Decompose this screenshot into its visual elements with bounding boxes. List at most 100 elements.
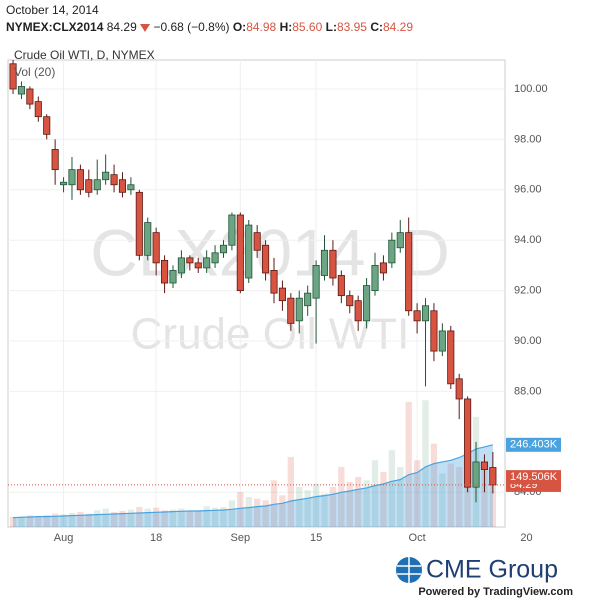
candle-body <box>127 184 135 191</box>
volume-bar <box>144 508 151 527</box>
volume-bar <box>26 515 34 527</box>
candle-body <box>93 179 101 191</box>
watermark: CLX2014, D Crude Oil WTI <box>90 215 450 358</box>
volume-bar <box>481 466 488 527</box>
candle-body <box>304 292 312 307</box>
candle-body <box>76 169 84 191</box>
volume-bar <box>287 456 294 527</box>
x-tick-label: 20 <box>520 532 532 544</box>
ohlc-value: 84.98 <box>246 20 277 34</box>
volume-bar <box>279 495 286 527</box>
volume-bar <box>85 513 92 527</box>
volume-bar <box>136 506 143 527</box>
plot-frame <box>7 59 506 528</box>
ohlc-value: 83.95 <box>336 20 367 34</box>
volume-bar <box>186 510 193 527</box>
volume-bar <box>228 500 236 527</box>
volume-bar <box>220 506 227 527</box>
logo: CME Group <box>426 556 558 584</box>
candle-body <box>144 222 152 256</box>
volume-last-label: 149.506K <box>510 471 558 483</box>
candle-body <box>354 300 362 322</box>
volume-bar <box>169 509 177 527</box>
candle-body <box>320 249 329 276</box>
volume-bar <box>329 486 337 527</box>
volume-bar <box>18 516 25 527</box>
x-tick-label: 18 <box>150 532 162 544</box>
ohlc-label: O: <box>232 20 247 34</box>
change: −0.68 (−0.8%) <box>153 20 230 34</box>
volume-bar <box>397 466 404 527</box>
candle-body <box>177 257 185 274</box>
candle-body <box>413 310 421 322</box>
last-price-label: 84.29 <box>510 479 538 491</box>
candle-body <box>396 232 404 249</box>
candle-body <box>85 179 93 193</box>
y-tick-label: 88.00 <box>514 385 542 397</box>
candle-body <box>228 214 236 246</box>
candle-body <box>346 295 354 307</box>
candle-body <box>60 181 68 186</box>
volume-bar <box>456 466 463 527</box>
volume-bar <box>430 443 438 527</box>
candle-body <box>337 275 345 297</box>
candle-body <box>379 262 387 274</box>
volume-title: Vol (20) <box>14 65 55 79</box>
volume-bar <box>439 473 446 527</box>
volume-bar <box>321 493 328 527</box>
volume-bar <box>68 512 76 527</box>
candle-body <box>26 88 34 105</box>
volume-bar <box>43 514 50 527</box>
header: October 14, 2014 NYMEX:CLX2014 84.29 −0.… <box>6 2 413 36</box>
y-tick-label: 92.00 <box>514 285 542 297</box>
x-tick-label: Oct <box>409 532 426 544</box>
ohlc-label: L: <box>325 20 337 34</box>
volume-last-label-box <box>506 470 561 485</box>
candle-body <box>110 174 118 186</box>
candle-body <box>51 149 59 171</box>
candle-body <box>455 378 463 400</box>
volume-bar <box>51 513 59 527</box>
y-tick-label: 84.00 <box>514 486 542 498</box>
candle-body <box>405 232 413 312</box>
quote-line: NYMEX:CLX2014 84.29 −0.68 (−0.8%) O:84.9… <box>6 19 413 36</box>
volume-bar <box>489 477 497 527</box>
volume-bar <box>296 486 303 527</box>
candle-body <box>211 252 219 264</box>
plot <box>8 60 505 527</box>
candle-body <box>430 310 438 352</box>
volume-ma-line <box>13 444 494 519</box>
candle-body <box>371 264 379 292</box>
candle-body <box>194 262 202 269</box>
volume-bar <box>77 511 84 527</box>
volume-bar <box>371 460 379 527</box>
x-tick-label: Aug <box>54 532 74 544</box>
candle-body <box>43 116 51 135</box>
ohlc-value: 84.29 <box>382 20 414 34</box>
candle-body <box>363 285 371 322</box>
ohlc-label: H: <box>279 20 293 34</box>
volume-bar <box>211 507 219 527</box>
volume-bar <box>203 506 210 527</box>
last: 84.29 <box>106 20 137 34</box>
y-tick-label: 90.00 <box>514 335 542 347</box>
candle-body <box>219 244 228 254</box>
volume-bar <box>388 450 396 527</box>
candle-body <box>186 257 194 264</box>
powered-by: Powered by TradingView.com <box>418 586 573 598</box>
volume-bar <box>110 511 118 527</box>
volume-bar <box>312 483 320 527</box>
volume-bar <box>178 508 185 527</box>
candle-body <box>34 101 42 118</box>
candle-body <box>270 270 278 294</box>
volume-bar <box>304 490 311 527</box>
candle-body <box>480 461 488 470</box>
watermark-symbol: CLX2014, D <box>90 215 450 289</box>
candle-body <box>135 191 143 256</box>
candle-body <box>388 239 396 264</box>
volume-bar <box>60 514 67 527</box>
candle-body <box>464 398 472 488</box>
symbol: NYMEX:CLX2014 <box>6 20 104 34</box>
